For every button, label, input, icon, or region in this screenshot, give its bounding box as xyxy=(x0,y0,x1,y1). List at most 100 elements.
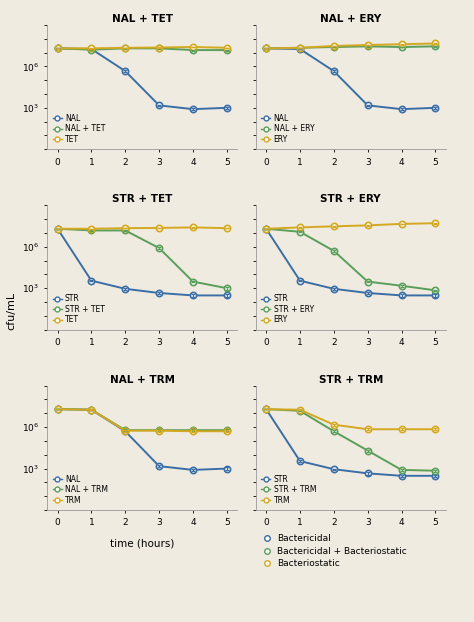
TRM xyxy=(224,427,230,435)
STR xyxy=(365,470,371,477)
STR xyxy=(156,289,162,297)
TET xyxy=(224,225,230,232)
Title: NAL + TRM: NAL + TRM xyxy=(109,375,175,385)
STR xyxy=(224,292,230,299)
STR + TRM xyxy=(331,427,337,435)
NAL + TET xyxy=(89,46,94,53)
Text: cfu/mL: cfu/mL xyxy=(7,292,17,330)
NAL + TRM xyxy=(89,406,94,414)
TRM xyxy=(122,427,128,434)
NAL + TRM xyxy=(55,406,60,413)
STR xyxy=(399,472,404,480)
Line: STR + TRM: STR + TRM xyxy=(263,406,438,474)
ERY xyxy=(297,44,303,52)
STR xyxy=(331,285,337,292)
TET xyxy=(122,44,128,52)
TRM xyxy=(399,425,404,433)
ERY xyxy=(433,220,438,227)
NAL xyxy=(224,465,230,472)
TET xyxy=(89,225,94,233)
STR + ERY xyxy=(331,247,337,254)
STR + TET xyxy=(55,225,60,233)
TRM xyxy=(263,406,269,413)
Legend: NAL, NAL + ERY, ERY: NAL, NAL + ERY, ERY xyxy=(260,113,316,146)
ERY xyxy=(365,41,371,49)
NAL xyxy=(399,105,404,113)
NAL xyxy=(122,67,128,75)
STR + TET xyxy=(89,227,94,234)
TET xyxy=(55,225,60,233)
Line: TRM: TRM xyxy=(263,406,438,432)
STR xyxy=(263,406,269,413)
ERY xyxy=(297,224,303,231)
NAL + ERY xyxy=(331,44,337,51)
NAL + ERY xyxy=(399,44,404,51)
NAL xyxy=(297,45,303,53)
Line: STR: STR xyxy=(263,406,438,479)
STR + TRM xyxy=(433,467,438,475)
TRM xyxy=(89,406,94,414)
NAL + ERY xyxy=(263,45,269,52)
NAL + ERY xyxy=(433,43,438,50)
NAL + ERY xyxy=(297,44,303,52)
NAL xyxy=(156,462,162,470)
NAL xyxy=(89,45,94,53)
NAL xyxy=(89,406,94,414)
TRM xyxy=(433,425,438,433)
Line: NAL + TET: NAL + TET xyxy=(55,45,230,53)
Legend: NAL, NAL + TRM, TRM: NAL, NAL + TRM, TRM xyxy=(51,473,109,506)
TRM xyxy=(190,427,196,435)
Title: NAL + ERY: NAL + ERY xyxy=(320,14,382,24)
TET xyxy=(89,45,94,52)
Legend: Bactericidal, Bactericidal + Bacteriostatic, Bacteriostatic: Bactericidal, Bactericidal + Bacteriosta… xyxy=(261,533,407,569)
TRM xyxy=(297,406,303,414)
NAL xyxy=(331,67,337,75)
NAL + TET xyxy=(55,45,60,52)
Legend: NAL, NAL + TET, TET: NAL, NAL + TET, TET xyxy=(51,113,107,146)
STR xyxy=(297,457,303,465)
NAL + TRM xyxy=(122,427,128,434)
STR xyxy=(89,277,94,284)
ERY xyxy=(263,45,269,52)
STR + TRM xyxy=(365,447,371,454)
TET xyxy=(156,224,162,231)
ERY xyxy=(331,223,337,230)
STR + ERY xyxy=(297,228,303,236)
NAL xyxy=(122,427,128,435)
Title: STR + TRM: STR + TRM xyxy=(319,375,383,385)
NAL + TET xyxy=(156,45,162,52)
ERY xyxy=(399,40,404,48)
TRM xyxy=(331,421,337,429)
NAL xyxy=(190,466,196,473)
Line: ERY: ERY xyxy=(263,40,438,52)
STR + TRM xyxy=(297,407,303,415)
NAL xyxy=(55,406,60,413)
Legend: STR, STR + TET, TET: STR, STR + TET, TET xyxy=(51,293,106,326)
Line: TRM: TRM xyxy=(55,406,230,434)
Line: NAL: NAL xyxy=(263,45,438,113)
NAL + ERY xyxy=(365,43,371,50)
ERY xyxy=(399,220,404,228)
STR xyxy=(190,292,196,299)
Line: TET: TET xyxy=(55,225,230,232)
STR + ERY xyxy=(365,278,371,285)
STR xyxy=(331,465,337,473)
STR + ERY xyxy=(399,282,404,289)
STR + TET xyxy=(122,227,128,234)
STR + TRM xyxy=(399,466,404,473)
STR xyxy=(122,285,128,292)
Line: ERY: ERY xyxy=(263,220,438,232)
Legend: STR, STR + TRM, TRM: STR, STR + TRM, TRM xyxy=(260,473,318,506)
NAL + TRM xyxy=(156,427,162,434)
STR + TET xyxy=(190,278,196,285)
TET xyxy=(190,224,196,231)
STR + TET xyxy=(224,284,230,292)
Legend: STR, STR + ERY, ERY: STR, STR + ERY, ERY xyxy=(260,293,315,326)
STR + ERY xyxy=(263,225,269,233)
Line: STR + TET: STR + TET xyxy=(55,226,230,291)
Line: NAL + TRM: NAL + TRM xyxy=(55,406,230,434)
Line: STR: STR xyxy=(55,226,230,299)
ERY xyxy=(365,221,371,229)
Title: STR + ERY: STR + ERY xyxy=(320,195,381,205)
Line: NAL + ERY: NAL + ERY xyxy=(263,43,438,52)
